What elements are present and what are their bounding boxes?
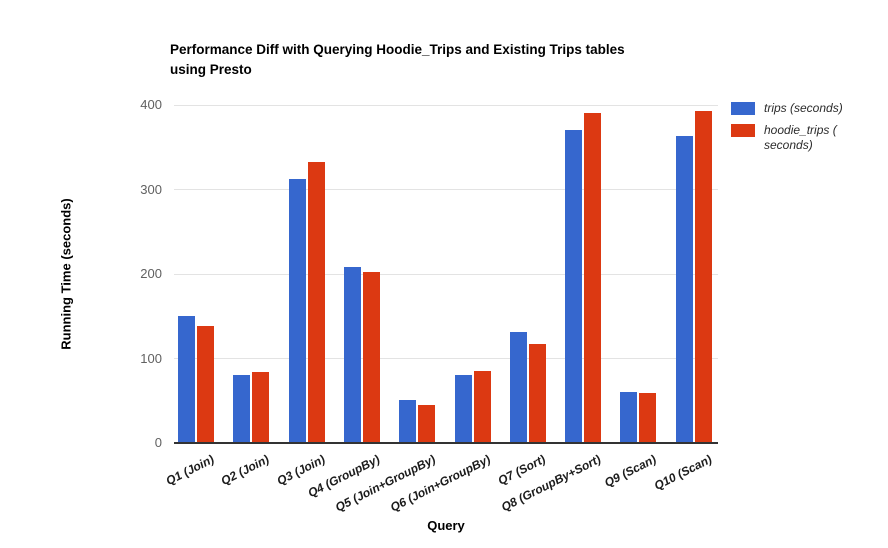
- bar[interactable]: [252, 372, 270, 443]
- bar[interactable]: [233, 375, 251, 443]
- chart-title-line-2: using Presto: [170, 62, 252, 77]
- y-tick-label: 300: [140, 181, 162, 197]
- legend-label: hoodie_trips ( seconds): [764, 123, 837, 152]
- bar[interactable]: [288, 178, 306, 443]
- bar[interactable]: [639, 393, 657, 443]
- bar[interactable]: [343, 267, 361, 443]
- bar[interactable]: [399, 399, 417, 443]
- x-category-label: Q5 (Join+GroupBy): [332, 452, 438, 515]
- bar[interactable]: [620, 392, 638, 443]
- bar[interactable]: [307, 162, 325, 443]
- legend-swatch-trips: [731, 102, 755, 115]
- gridline: [174, 358, 718, 359]
- x-category-label: Q10 (Scan): [651, 452, 715, 493]
- bar[interactable]: [454, 374, 472, 443]
- bar[interactable]: [473, 371, 491, 443]
- legend-label: trips (seconds): [764, 101, 843, 115]
- legend-item: hoodie_trips ( seconds): [731, 123, 883, 153]
- y-tick-label: 200: [140, 266, 162, 281]
- x-axis-title: Query: [427, 518, 465, 533]
- bar[interactable]: [362, 272, 380, 443]
- legend-swatch-hoodie-trips: [731, 124, 755, 137]
- bar[interactable]: [565, 129, 583, 443]
- bar[interactable]: [509, 332, 527, 443]
- y-tick-label: 400: [140, 97, 162, 112]
- legend-item: trips (seconds): [731, 101, 883, 116]
- bar[interactable]: [528, 344, 546, 443]
- x-category-label: Q6 (Join+GroupBy): [388, 452, 493, 515]
- bar[interactable]: [675, 136, 693, 443]
- chart-title: Performance Diff with Querying Hoodie_Tr…: [170, 40, 750, 80]
- x-category-label: Q1 (Join): [163, 452, 217, 489]
- x-category-label: Q9 (Scan): [602, 452, 659, 490]
- x-axis-line: [174, 442, 718, 444]
- bar[interactable]: [418, 404, 436, 443]
- gridline: [174, 104, 718, 106]
- gridline: [174, 273, 718, 275]
- x-category-label: Q2 (Join): [218, 452, 272, 489]
- bar[interactable]: [197, 326, 214, 443]
- y-axis-title: Running Time (seconds): [58, 198, 74, 350]
- bar[interactable]: [694, 110, 712, 443]
- chart-title-line-1: Performance Diff with Querying Hoodie_Tr…: [170, 42, 625, 57]
- bar[interactable]: [584, 113, 602, 443]
- legend: trips (seconds) hoodie_trips ( seconds): [731, 101, 883, 160]
- bar[interactable]: [178, 316, 195, 443]
- y-tick-label: 0: [154, 435, 162, 450]
- y-tick-label: 100: [140, 350, 162, 366]
- gridline: [174, 189, 718, 190]
- x-category-label: Q8 (GroupBy+Sort): [499, 452, 604, 515]
